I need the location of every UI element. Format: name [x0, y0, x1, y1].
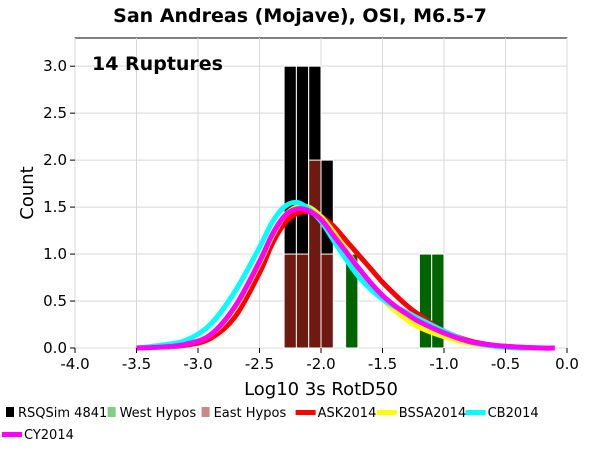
- legend-swatch: [376, 410, 397, 415]
- legend-label: East Hypos: [214, 406, 287, 421]
- y-tick-label: 1.0: [43, 245, 67, 263]
- y-tick-label: 0.5: [43, 292, 67, 310]
- legend-item-east-hypos: East Hypos: [201, 406, 287, 421]
- y-tick-label: 1.5: [43, 198, 67, 216]
- y-axis-ticks: 0.0 0.5 1.0 1.5 2.0 2.5 3.0: [43, 57, 75, 357]
- x-tick-label: -3.5: [122, 355, 151, 373]
- legend-label: BSSA2014: [399, 406, 466, 421]
- legend-swatch: [107, 407, 116, 417]
- legend-label: CY2014: [24, 428, 74, 443]
- legend-swatch: [2, 432, 22, 437]
- bar-east-hypos: [308, 159, 322, 349]
- legend-item-west-hypos: West Hypos: [107, 406, 197, 421]
- y-tick-label: 2.0: [43, 151, 67, 169]
- bar-east-hypos: [295, 253, 310, 349]
- x-axis-ticks: -4.0 -3.5 -3.0 -2.5 -2.0 -1.5 -1.0 -0.5 0.0: [60, 348, 579, 373]
- x-tick-label: -1.5: [368, 355, 397, 373]
- legend-swatch: [201, 407, 210, 417]
- x-tick-label: -4.0: [60, 355, 89, 373]
- x-tick-label: -3.0: [183, 355, 212, 373]
- legend-swatch: [465, 410, 486, 415]
- legend-item-rsqsim-4841: RSQSim 4841: [6, 406, 107, 421]
- legend-item-cb2014: CB2014: [465, 406, 539, 421]
- x-tick-label: -1.0: [429, 355, 458, 373]
- y-tick-label: 0.0: [43, 339, 67, 357]
- rupture-count-annotation: 14 Ruptures: [92, 53, 223, 75]
- x-tick-label: 0.0: [555, 355, 579, 373]
- y-axis-label: Count: [17, 166, 38, 219]
- bar-east-hypos: [283, 253, 297, 349]
- legend-label: RSQSim 4841: [18, 406, 107, 421]
- legend: RSQSim 4841 West Hypos East Hypos ASK2014 BS…: [2, 406, 539, 443]
- legend-label: CB2014: [488, 406, 539, 421]
- gmpe-curves: [136, 199, 555, 351]
- legend-label: ASK2014: [318, 406, 377, 421]
- x-axis-label: Log10 3s RotD50: [244, 379, 398, 400]
- x-tick-label: -2.5: [245, 355, 274, 373]
- y-tick-label: 2.5: [43, 104, 67, 122]
- legend-item-cy2014: CY2014: [2, 428, 74, 443]
- chart-title: San Andreas (Mojave), OSI, M6.5-7: [113, 5, 487, 27]
- legend-swatch: [295, 410, 316, 415]
- series-line-cy2014: [136, 206, 555, 351]
- x-tick-label: -0.5: [491, 355, 520, 373]
- legend-label: West Hypos: [120, 406, 197, 421]
- legend-item-ask2014: ASK2014: [295, 406, 377, 421]
- bar-east-hypos: [320, 253, 334, 349]
- legend-item-bssa2014: BSSA2014: [376, 406, 466, 421]
- x-tick-label: -2.0: [306, 355, 335, 373]
- y-tick-label: 3.0: [43, 57, 67, 75]
- legend-swatch: [6, 407, 14, 417]
- histogram-bars: [283, 65, 445, 349]
